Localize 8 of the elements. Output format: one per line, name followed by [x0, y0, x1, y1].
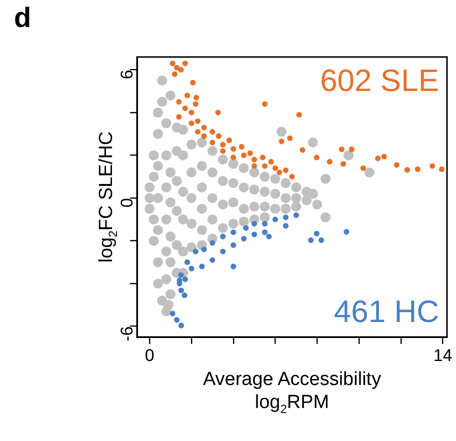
- y-tick-label: 0: [118, 198, 137, 208]
- series-label: 461 HC: [334, 294, 439, 330]
- y-tick-label: 6: [118, 70, 137, 80]
- chart-title: d: [14, 2, 32, 34]
- y-tick-label: -6: [118, 326, 137, 342]
- x-axis-title: Average Accessibility log$_{2}$RPM: [202, 368, 382, 416]
- x-tick-label: 14: [433, 346, 452, 365]
- series-label: 602 SLE: [320, 63, 439, 98]
